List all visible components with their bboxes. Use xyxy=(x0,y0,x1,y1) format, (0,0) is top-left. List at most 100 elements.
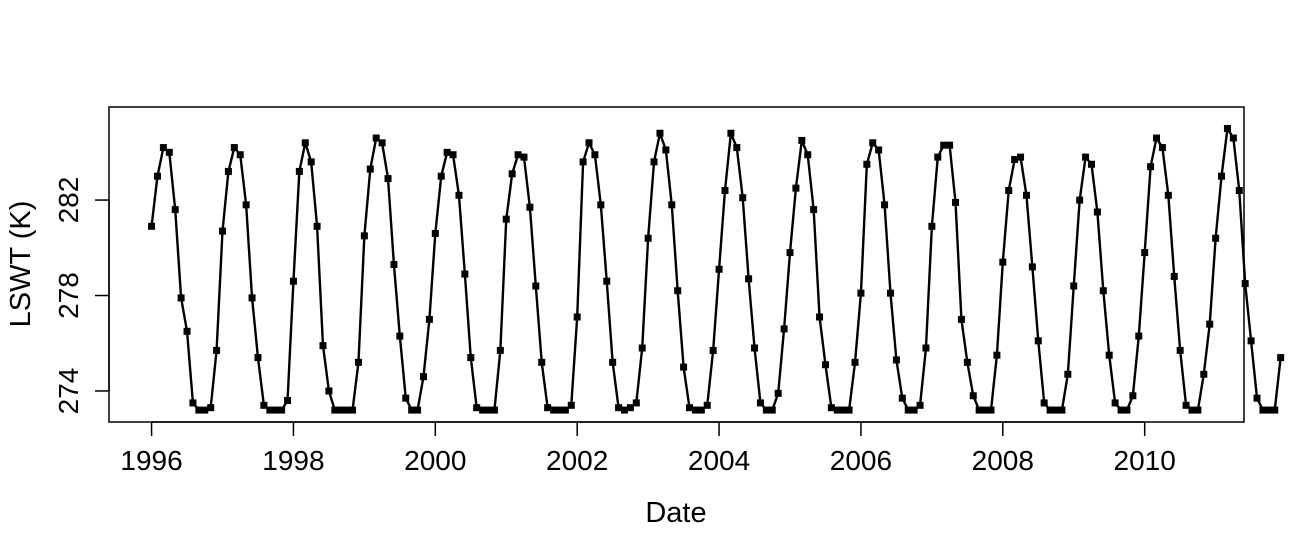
data-point xyxy=(224,167,232,175)
data-point xyxy=(886,289,894,297)
data-point xyxy=(360,232,368,240)
data-point xyxy=(266,406,274,414)
data-point xyxy=(550,406,558,414)
x-tick-label: 1998 xyxy=(262,445,324,476)
data-point xyxy=(1265,406,1273,414)
data-point xyxy=(396,332,404,340)
data-point xyxy=(845,406,853,414)
data-point xyxy=(325,387,333,395)
data-point xyxy=(709,346,717,354)
data-point xyxy=(816,313,824,321)
data-point xyxy=(260,401,268,409)
data-point xyxy=(1111,399,1119,407)
data-point xyxy=(756,399,764,407)
data-point xyxy=(1241,280,1249,288)
data-point xyxy=(313,222,321,230)
data-point xyxy=(668,201,676,209)
data-point xyxy=(638,344,646,352)
data-point xyxy=(337,406,345,414)
data-point xyxy=(632,399,640,407)
data-point xyxy=(733,144,741,152)
data-point xyxy=(579,158,587,166)
data-point xyxy=(1170,272,1178,280)
data-point xyxy=(1017,153,1025,161)
data-point xyxy=(514,151,522,159)
data-point xyxy=(727,129,735,137)
data-point xyxy=(946,141,954,149)
data-point xyxy=(1164,191,1172,199)
y-tick-label: 278 xyxy=(53,272,84,319)
data-point xyxy=(461,270,469,278)
data-point xyxy=(473,404,481,412)
data-point xyxy=(910,406,918,414)
data-point xyxy=(520,153,528,161)
data-point xyxy=(1141,249,1149,257)
data-point xyxy=(532,282,540,290)
data-point xyxy=(656,129,664,137)
data-point xyxy=(916,401,924,409)
data-point xyxy=(425,315,433,323)
data-point xyxy=(863,160,871,168)
data-point xyxy=(1052,406,1060,414)
data-point xyxy=(1206,320,1214,328)
data-point xyxy=(780,325,788,333)
data-point xyxy=(354,358,362,366)
data-point xyxy=(455,191,463,199)
data-point xyxy=(1005,187,1013,195)
data-point xyxy=(1093,208,1101,216)
data-point xyxy=(284,397,292,405)
data-point xyxy=(745,275,753,283)
data-point xyxy=(301,139,309,147)
data-point xyxy=(408,406,416,414)
data-point xyxy=(502,215,510,223)
data-point xyxy=(349,406,357,414)
data-point xyxy=(1099,287,1107,295)
x-tick-label: 2000 xyxy=(404,445,466,476)
data-point xyxy=(957,315,965,323)
data-point xyxy=(331,406,339,414)
data-point xyxy=(993,351,1001,359)
data-point xyxy=(1028,263,1036,271)
data-point xyxy=(378,139,386,147)
data-point xyxy=(620,406,628,414)
data-point xyxy=(159,144,167,152)
data-point xyxy=(1034,337,1042,345)
x-tick-label: 2008 xyxy=(972,445,1034,476)
data-point xyxy=(1087,160,1095,168)
data-point xyxy=(230,144,238,152)
data-point xyxy=(1064,370,1072,378)
data-point xyxy=(585,139,593,147)
data-point xyxy=(148,222,156,230)
data-point xyxy=(615,404,623,412)
data-point xyxy=(981,406,989,414)
data-point xyxy=(1022,191,1030,199)
data-point xyxy=(662,146,670,154)
x-tick-label: 2010 xyxy=(1114,445,1176,476)
data-point xyxy=(526,203,534,211)
data-point xyxy=(999,258,1007,266)
data-point xyxy=(1135,332,1143,340)
data-point xyxy=(934,153,942,161)
data-point xyxy=(987,406,995,414)
data-point xyxy=(1200,370,1208,378)
data-point xyxy=(573,313,581,321)
data-point xyxy=(272,406,280,414)
x-tick-label: 2004 xyxy=(688,445,750,476)
data-point xyxy=(236,151,244,159)
data-point xyxy=(485,406,493,414)
data-point xyxy=(1194,406,1202,414)
data-point xyxy=(703,401,711,409)
data-point xyxy=(289,277,297,285)
data-point xyxy=(857,289,865,297)
data-point xyxy=(437,172,445,180)
y-axis-title: LSWT (K) xyxy=(5,201,37,328)
data-point xyxy=(189,399,197,407)
data-point xyxy=(969,392,977,400)
data-point xyxy=(952,198,960,206)
x-tick-label: 2006 xyxy=(830,445,892,476)
data-point xyxy=(508,170,516,178)
data-point xyxy=(833,406,841,414)
x-axis: 1996 1998 2000 2002 2004 2006 2008 2010 xyxy=(120,421,1176,476)
data-point xyxy=(821,361,829,369)
data-point xyxy=(898,394,906,402)
